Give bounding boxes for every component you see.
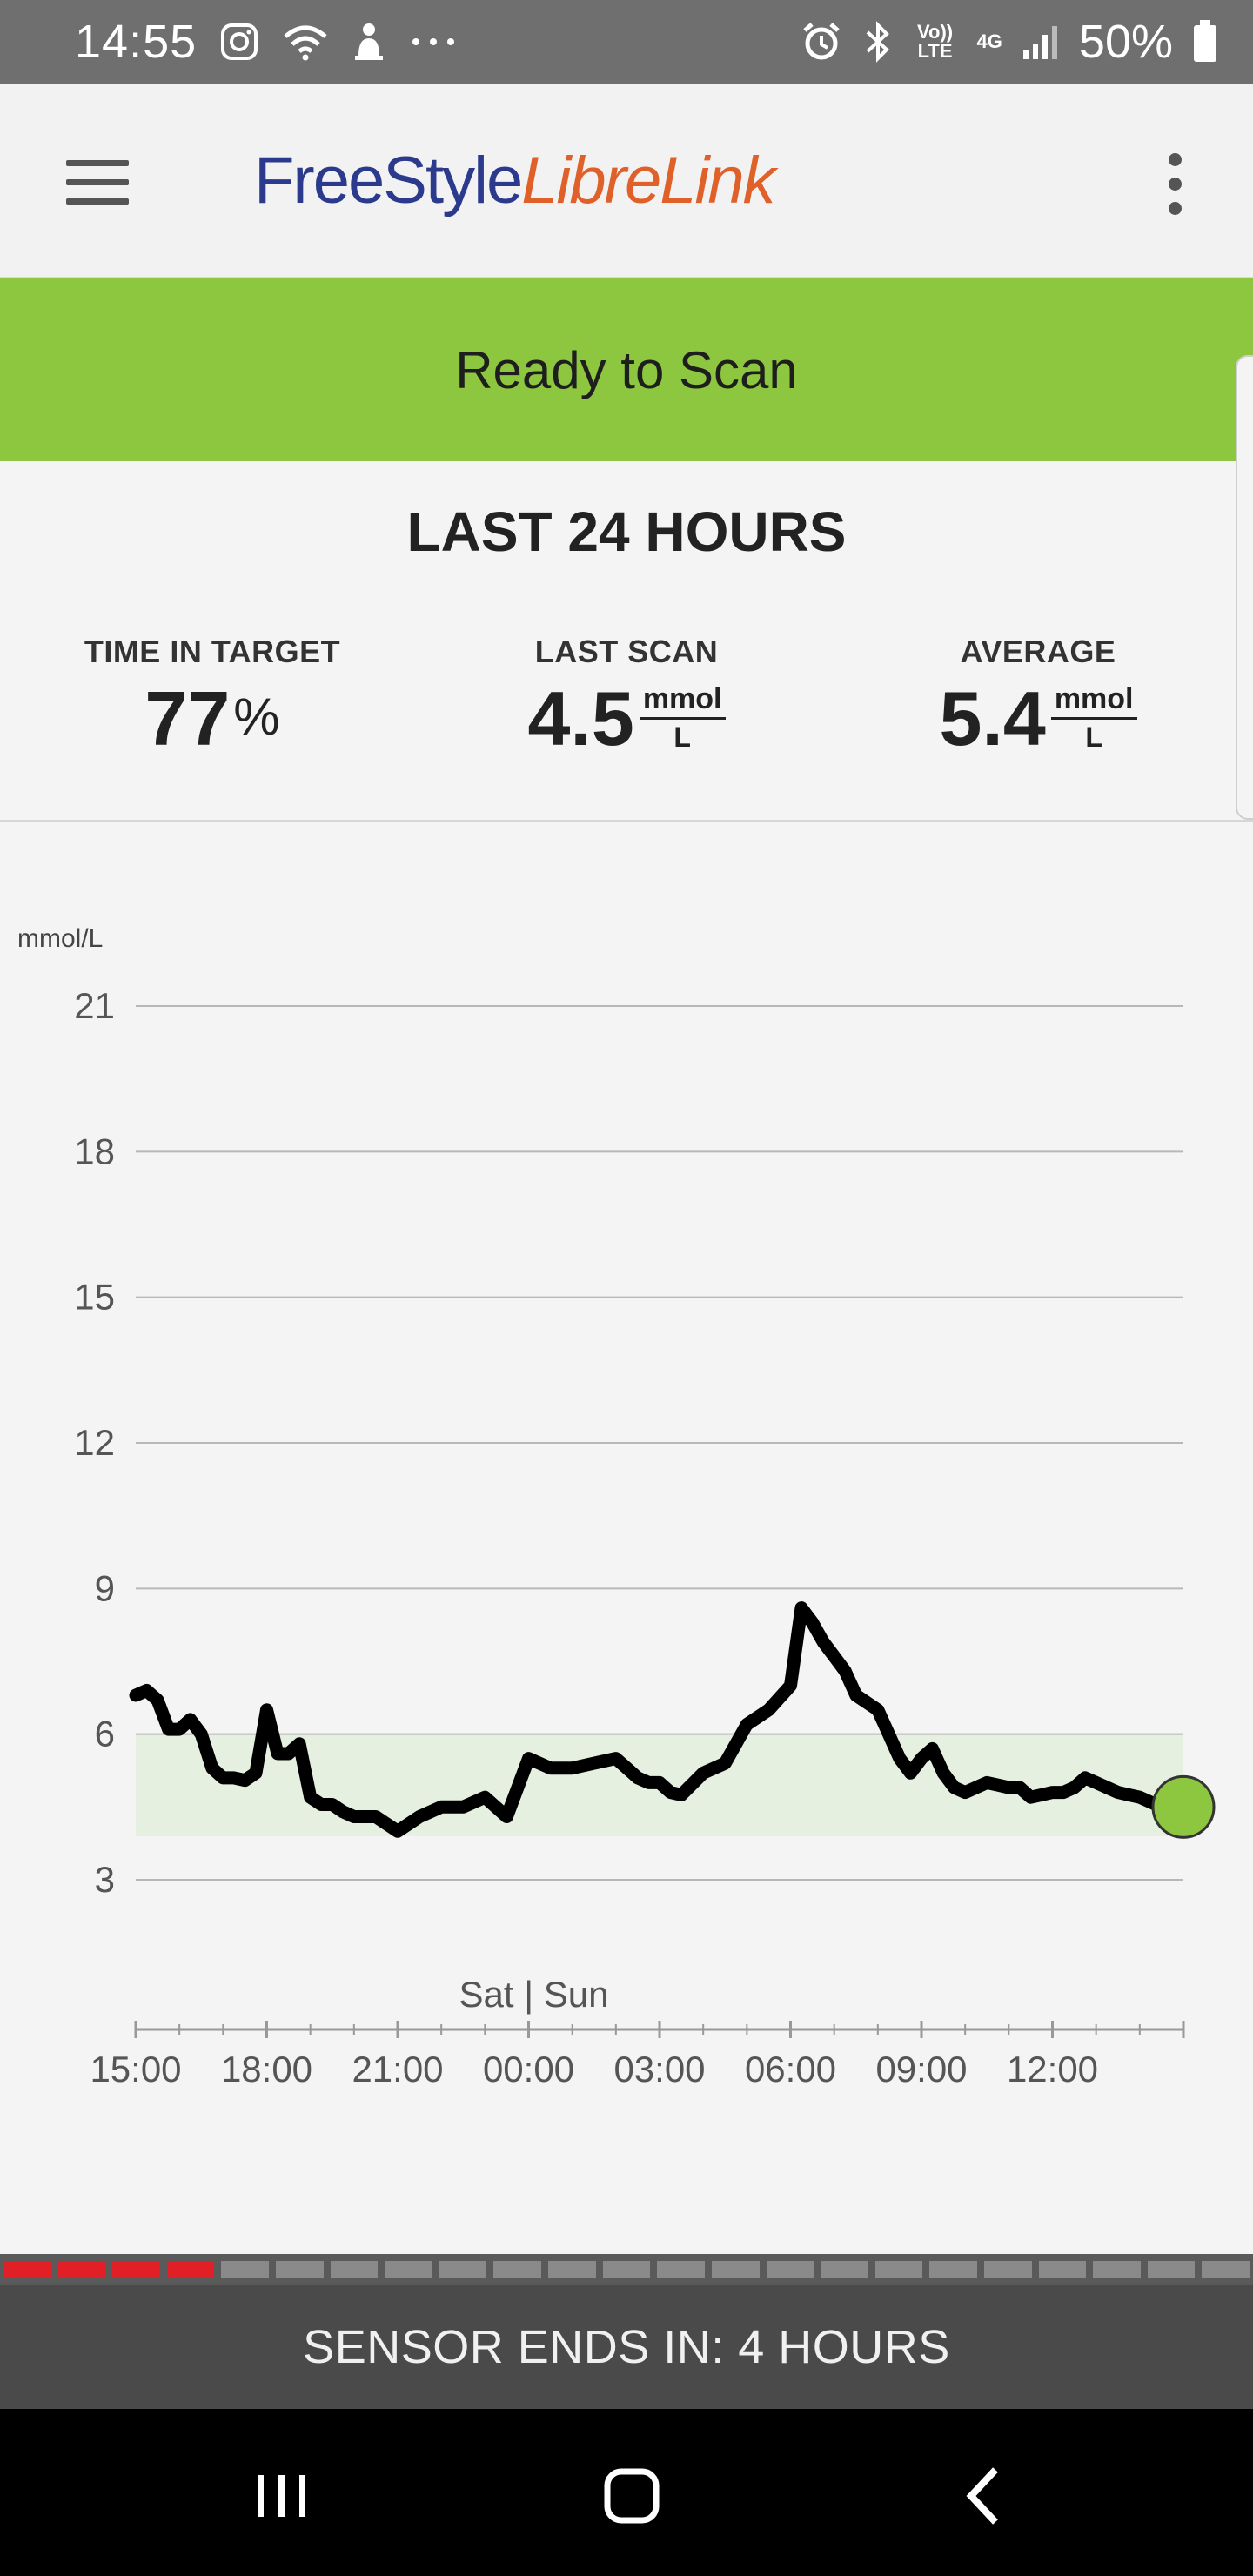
wifi-icon — [282, 23, 329, 61]
last-scan-label: LAST SCAN — [534, 634, 719, 669]
sensor-life-bar — [0, 2254, 1253, 2285]
time-in-target-label: TIME IN TARGET — [84, 634, 341, 669]
x-tick-label: 06:00 — [745, 2049, 836, 2090]
sensor-segment-remaining — [929, 2261, 977, 2278]
sensor-segment-remaining — [1147, 2261, 1196, 2278]
average-unit-bottom: L — [1085, 721, 1102, 753]
bluetooth-icon — [862, 20, 894, 64]
y-tick-label: 18 — [74, 1130, 115, 1171]
time-in-target-unit: % — [233, 688, 280, 746]
status-bar: 14:55 Vo)) LTE 4G 50% — [0, 0, 1253, 84]
sensor-segment-remaining — [602, 2261, 651, 2278]
sensor-segment-remaining — [1038, 2261, 1087, 2278]
sensor-segment-remaining — [657, 2261, 705, 2278]
sensor-segment-remaining — [874, 2261, 923, 2278]
x-tick-label: 00:00 — [483, 2049, 574, 2090]
battery-percent: 50% — [1078, 16, 1173, 68]
y-tick-label: 12 — [74, 1422, 115, 1463]
summary-heading: LAST 24 HOURS — [406, 500, 847, 563]
x-tick-label: 15:00 — [90, 2049, 181, 2090]
alarm-icon — [800, 20, 843, 64]
time-in-target-value: 77 — [144, 675, 231, 761]
app-bar: FreeStyleLibreLink — [0, 84, 1253, 278]
x-tick-label: 03:00 — [613, 2049, 705, 2090]
side-panel-tab[interactable] — [1236, 355, 1253, 820]
sensor-segment-remaining — [493, 2261, 542, 2278]
sensor-segment-remaining — [1093, 2261, 1141, 2278]
ready-to-scan-button[interactable]: Ready to Scan — [0, 278, 1253, 461]
sensor-segment-remaining — [276, 2261, 324, 2278]
overflow-menu-icon[interactable] — [1149, 150, 1203, 219]
battery-icon — [1192, 20, 1218, 64]
summary-divider — [0, 820, 1253, 822]
x-tick-label: 12:00 — [1007, 2049, 1098, 2090]
home-icon[interactable] — [580, 2452, 684, 2539]
sensor-segment-remaining — [821, 2261, 868, 2278]
sensor-segment-remaining — [766, 2261, 814, 2278]
y-tick-label: 6 — [95, 1714, 115, 1754]
sensor-segment-remaining — [385, 2261, 432, 2278]
y-axis-label: mmol/L — [17, 924, 103, 953]
last-scan-stat: LAST SCAN 4.5 mmol L — [487, 634, 766, 759]
last-scan-value: 4.5 — [527, 675, 634, 761]
sensor-ends-text: SENSOR ENDS IN: 4 HOURS — [0, 2285, 1253, 2409]
notification-icon — [352, 21, 386, 63]
last-reading-marker — [1151, 1774, 1216, 1839]
sensor-segment-remaining — [711, 2261, 760, 2278]
logo-librelink: LibreLink — [521, 144, 775, 218]
navigation-bar — [0, 2409, 1253, 2576]
last-scan-unit-top: mmol — [639, 684, 726, 720]
sensor-segment-elapsed — [112, 2261, 160, 2278]
more-dots-icon — [409, 37, 458, 47]
average-stat: AVERAGE 5.4 mmol L — [899, 634, 1177, 759]
glucose-line — [129, 1601, 1190, 1838]
menu-icon[interactable] — [52, 151, 136, 214]
sensor-segment-elapsed — [57, 2261, 106, 2278]
back-icon[interactable] — [931, 2452, 1035, 2539]
volte-label: Vo)) LTE — [916, 21, 954, 62]
last-scan-unit-bottom: L — [673, 721, 691, 753]
y-tick-label: 15 — [74, 1277, 115, 1318]
sensor-segment-remaining — [330, 2261, 379, 2278]
y-tick-label: 9 — [95, 1567, 115, 1608]
sensor-segment-elapsed — [166, 2261, 215, 2278]
average-unit-top: mmol — [1050, 684, 1137, 720]
x-tick-label: 09:00 — [875, 2049, 967, 2090]
sensor-segment-remaining — [548, 2261, 596, 2278]
instagram-icon — [219, 22, 259, 62]
app-logo: FreeStyleLibreLink — [254, 143, 776, 218]
status-time: 14:55 — [75, 16, 198, 68]
x-tick-label: 21:00 — [352, 2049, 443, 2090]
y-tick-label: 3 — [95, 1859, 115, 1900]
logo-freestyle: FreeStyle — [254, 144, 523, 218]
sensor-segment-remaining — [221, 2261, 270, 2278]
time-in-target-stat: TIME IN TARGET 77 % — [73, 634, 352, 759]
day-separator-label: Sat | Sun — [459, 1974, 608, 2015]
average-value: 5.4 — [939, 675, 1046, 761]
sensor-segment-remaining — [1202, 2261, 1250, 2278]
signal-icon — [1022, 24, 1060, 59]
network-type-label: 4G — [976, 30, 1002, 52]
average-label: AVERAGE — [960, 634, 1116, 669]
x-tick-label: 18:00 — [221, 2049, 312, 2090]
recent-apps-icon[interactable] — [230, 2452, 334, 2539]
glucose-chart[interactable]: mmol/L 21 18 15 12 9 6 3 15:00 18:00 21:00 00:00 03:… — [0, 870, 1253, 2123]
sensor-segment-remaining — [439, 2261, 487, 2278]
sensor-segment-elapsed — [3, 2261, 51, 2278]
y-tick-label: 21 — [74, 985, 115, 1026]
sensor-segment-remaining — [983, 2261, 1032, 2278]
